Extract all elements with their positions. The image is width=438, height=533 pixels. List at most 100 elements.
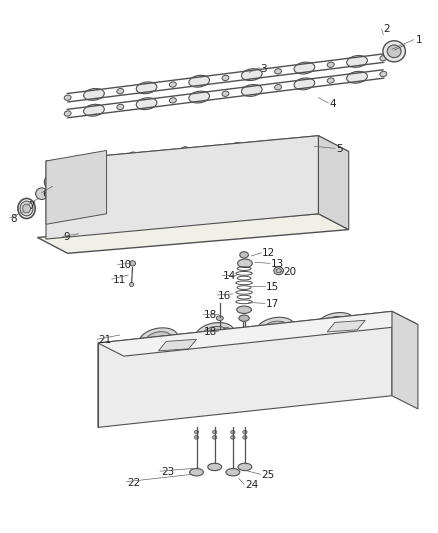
Ellipse shape [170, 82, 177, 87]
Ellipse shape [64, 111, 71, 116]
Ellipse shape [302, 137, 309, 143]
Ellipse shape [23, 204, 31, 213]
Ellipse shape [243, 430, 247, 434]
Text: 21: 21 [98, 335, 111, 345]
Ellipse shape [223, 328, 231, 334]
Ellipse shape [239, 315, 249, 321]
Ellipse shape [129, 167, 223, 220]
Ellipse shape [48, 177, 57, 187]
Text: 17: 17 [266, 300, 279, 310]
Ellipse shape [156, 224, 178, 236]
Text: 18: 18 [203, 327, 217, 337]
Text: 18: 18 [203, 310, 217, 320]
Ellipse shape [241, 85, 262, 96]
Ellipse shape [129, 415, 136, 422]
Ellipse shape [208, 220, 230, 232]
Ellipse shape [383, 41, 406, 62]
Ellipse shape [275, 69, 282, 74]
Ellipse shape [265, 342, 307, 381]
Polygon shape [46, 136, 318, 239]
Ellipse shape [274, 266, 283, 274]
Ellipse shape [272, 139, 279, 145]
Ellipse shape [347, 71, 367, 83]
Polygon shape [318, 136, 349, 230]
Ellipse shape [231, 435, 235, 439]
Ellipse shape [262, 321, 288, 336]
Ellipse shape [294, 78, 315, 90]
Text: 4: 4 [329, 99, 336, 109]
Ellipse shape [233, 142, 240, 148]
Ellipse shape [81, 159, 98, 168]
Ellipse shape [145, 332, 171, 347]
Ellipse shape [194, 435, 199, 439]
Ellipse shape [117, 88, 124, 94]
Ellipse shape [237, 259, 252, 268]
Ellipse shape [243, 435, 247, 439]
Ellipse shape [208, 463, 222, 471]
Text: 8: 8 [11, 214, 17, 224]
Text: 13: 13 [271, 259, 284, 269]
Ellipse shape [190, 469, 203, 476]
Text: 5: 5 [336, 144, 343, 155]
Ellipse shape [216, 333, 223, 337]
Ellipse shape [145, 154, 162, 164]
Polygon shape [46, 150, 106, 224]
Text: 16: 16 [218, 290, 231, 301]
Ellipse shape [276, 141, 293, 151]
Polygon shape [46, 136, 349, 177]
Ellipse shape [347, 55, 367, 67]
Ellipse shape [141, 176, 210, 212]
Polygon shape [37, 214, 349, 253]
Ellipse shape [136, 82, 157, 94]
Ellipse shape [327, 62, 334, 67]
Ellipse shape [212, 435, 217, 439]
Ellipse shape [216, 316, 223, 320]
Ellipse shape [195, 322, 234, 345]
Ellipse shape [380, 71, 387, 77]
Text: 15: 15 [266, 281, 279, 292]
Text: 14: 14 [223, 271, 236, 281]
Ellipse shape [323, 394, 331, 400]
Ellipse shape [260, 217, 282, 229]
Text: 9: 9 [64, 232, 70, 243]
Ellipse shape [130, 282, 134, 287]
Polygon shape [159, 340, 197, 351]
Ellipse shape [104, 228, 127, 240]
Text: 3: 3 [260, 64, 267, 74]
Ellipse shape [130, 261, 135, 266]
Text: 12: 12 [262, 248, 276, 259]
Ellipse shape [338, 333, 381, 373]
Ellipse shape [222, 91, 229, 96]
Ellipse shape [231, 430, 235, 434]
Ellipse shape [189, 91, 209, 103]
Polygon shape [392, 311, 418, 409]
Ellipse shape [276, 269, 281, 273]
Ellipse shape [198, 408, 205, 414]
Ellipse shape [275, 85, 282, 90]
Text: 2: 2 [383, 24, 390, 34]
Ellipse shape [84, 88, 104, 100]
Text: 25: 25 [261, 470, 275, 480]
Polygon shape [327, 320, 365, 332]
Ellipse shape [237, 306, 251, 313]
Ellipse shape [380, 55, 387, 61]
Ellipse shape [212, 430, 217, 434]
Ellipse shape [35, 188, 48, 199]
Text: 24: 24 [245, 480, 258, 490]
Text: 22: 22 [127, 478, 141, 488]
Ellipse shape [327, 78, 334, 83]
Ellipse shape [180, 147, 188, 152]
Text: 23: 23 [161, 467, 174, 477]
Ellipse shape [240, 252, 248, 258]
Text: 6: 6 [42, 189, 49, 199]
Ellipse shape [191, 350, 234, 390]
Text: 20: 20 [283, 267, 296, 277]
Ellipse shape [117, 104, 124, 110]
Ellipse shape [136, 98, 157, 110]
Ellipse shape [258, 401, 266, 407]
Ellipse shape [120, 349, 127, 354]
Ellipse shape [189, 75, 209, 87]
Ellipse shape [170, 98, 177, 103]
Ellipse shape [202, 326, 228, 342]
Ellipse shape [256, 317, 294, 340]
